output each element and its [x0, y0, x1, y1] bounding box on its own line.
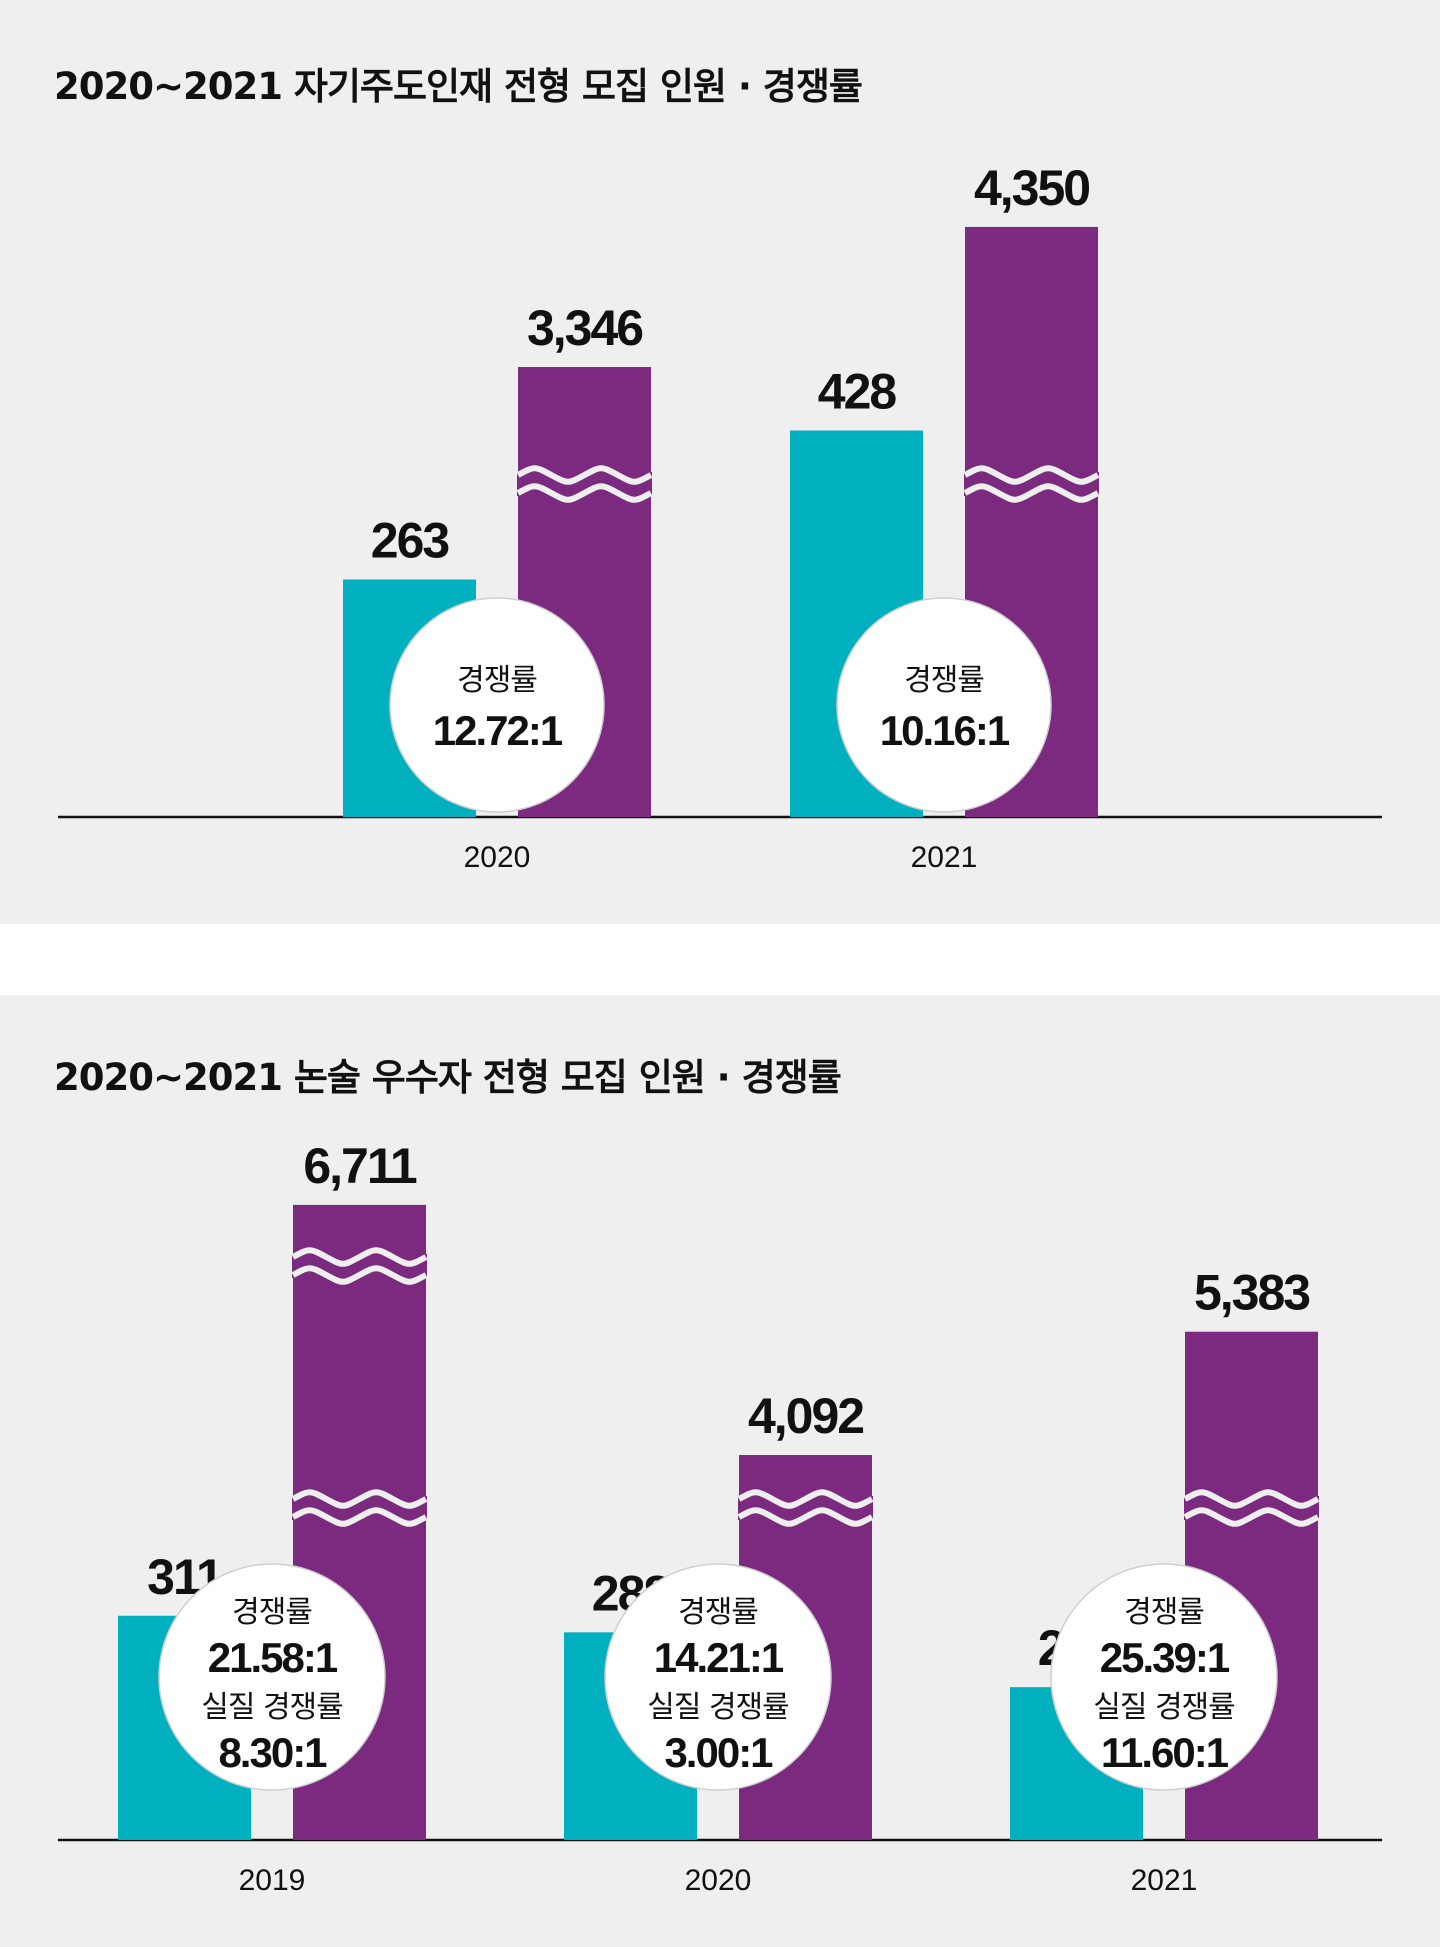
axis-break-line-2019: [291, 1265, 428, 1285]
x-tick-2020: 2020: [464, 841, 531, 874]
bar-label-applicants-2020: 263: [371, 513, 449, 569]
axis-break-line-2021: [963, 465, 1100, 485]
rate-circle-2021: [836, 597, 1052, 813]
bar-label-applicants-2021: 428: [818, 364, 897, 420]
rate-value-2020: 12.72:1: [433, 707, 563, 754]
real-rate-label-2020: 실질 경쟁률: [647, 1690, 789, 1725]
x-tick-2021: 2021: [911, 841, 978, 874]
real-rate-value-2020: 3.00:1: [664, 1729, 773, 1776]
rate-circle-2020: [389, 597, 605, 813]
rate-value-2019: 21.58:1: [208, 1634, 338, 1681]
x-tick-2021: 2021: [1131, 1864, 1198, 1897]
rate-label-2020: 경쟁률: [457, 663, 537, 698]
chart-title-2: 2020~2021 논술 우수자 전형 모집 인원 · 경쟁률: [54, 1056, 842, 1099]
axis-break-line-2020: [737, 1507, 874, 1527]
rate-circle-2020: [604, 1563, 832, 1791]
rate-value-2021: 25.39:1: [1100, 1634, 1230, 1681]
bar-label-quota-2021: 5,383: [1194, 1265, 1309, 1321]
axis-break-line-2019: [291, 1507, 428, 1527]
real-rate-label-2021: 실질 경쟁률: [1093, 1690, 1235, 1725]
chart-panel-1: 2020~2021 자기주도인재 전형 모집 인원 · 경쟁률 263 3,346…: [0, 0, 1440, 924]
rate-value-2021: 10.16:1: [880, 707, 1010, 754]
axis-break-line-2019: [291, 1247, 428, 1267]
axis-break-line-2021: [963, 483, 1100, 503]
real-rate-value-2019: 8.30:1: [218, 1729, 327, 1776]
bar-label-quota-2021: 4,350: [974, 160, 1089, 216]
axis-break-line-2020: [516, 465, 653, 485]
axis-break-line-2020: [516, 483, 653, 503]
axis-break-line-2020: [737, 1489, 874, 1509]
x-tick-2019: 2019: [239, 1864, 306, 1897]
bar-label-quota-2020: 3,346: [527, 300, 642, 356]
bar-label-quota-2019: 6,711: [303, 1138, 417, 1194]
rate-circle-2019: [158, 1563, 386, 1791]
chart-title-1: 2020~2021 자기주도인재 전형 모집 인원 · 경쟁률: [54, 65, 863, 108]
chart-panel-2: 2020~2021 논술 우수자 전형 모집 인원 · 경쟁률 311 6,711…: [0, 995, 1440, 1947]
x-tick-2020: 2020: [685, 1864, 752, 1897]
rate-label-2020: 경쟁률: [678, 1595, 758, 1630]
rate-value-2020: 14.21:1: [654, 1634, 784, 1681]
rate-label-2019: 경쟁률: [232, 1595, 312, 1630]
axis-break-line-2021: [1183, 1489, 1320, 1509]
axis-break-line-2019: [291, 1489, 428, 1509]
rate-label-2021: 경쟁률: [904, 663, 984, 698]
chart-1: 263 3,346 경쟁률 12.72:1 2020 428 4,350 경쟁률 10.16:1…: [58, 160, 1382, 874]
bar-label-quota-2020: 4,092: [748, 1388, 863, 1444]
real-rate-label-2019: 실질 경쟁률: [201, 1690, 343, 1725]
real-rate-value-2021: 11.60:1: [1101, 1729, 1229, 1776]
rate-label-2021: 경쟁률: [1124, 1595, 1204, 1630]
axis-break-line-2021: [1183, 1507, 1320, 1527]
rate-circle-2021: [1050, 1563, 1278, 1791]
